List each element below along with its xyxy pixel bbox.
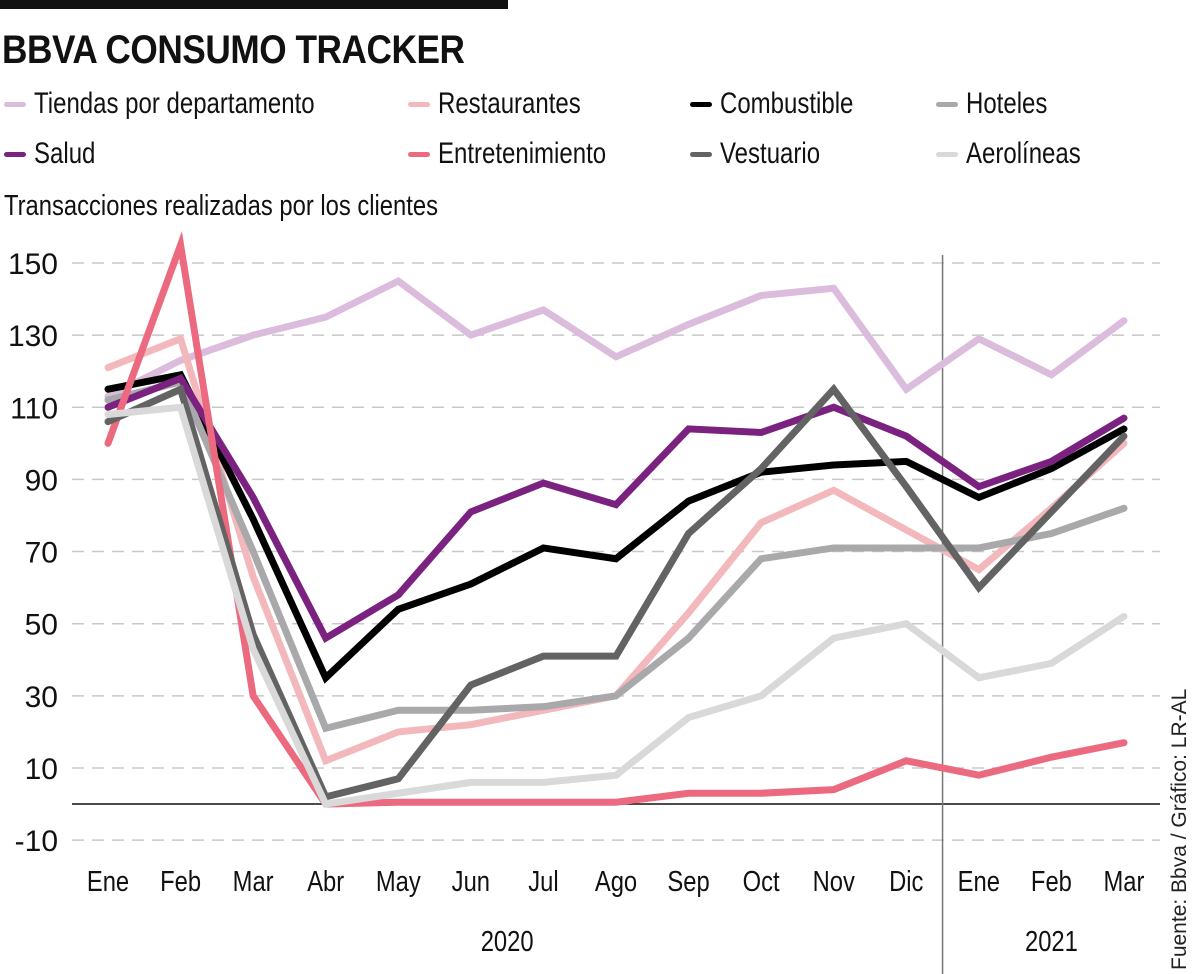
legend-item-vestuario: Vestuario [686, 134, 845, 174]
legend-label: Tiendas por departamento [34, 87, 315, 120]
legend-item-restaurantes: Restaurantes [404, 84, 616, 124]
x-tick-label: Mar [1104, 865, 1145, 898]
y-tick-label: 150 [8, 248, 58, 281]
legend-swatch [4, 151, 26, 157]
top-rule [0, 0, 508, 9]
x-tick-label: Feb [1031, 865, 1072, 898]
x-tick-label: Jul [528, 865, 558, 898]
series-line-aerol-neas [104, 403, 1128, 808]
x-tick-label: Ago [595, 865, 637, 898]
series-line-entretenimiento [104, 231, 1128, 808]
x-tick-label: Dic [889, 865, 923, 898]
legend-label: Entretenimiento [438, 137, 607, 170]
legend-swatch [408, 101, 430, 107]
x-year-label: 2021 [1025, 925, 1078, 958]
y-tick-label: 110 [10, 392, 58, 425]
legend-label: Combustible [720, 87, 854, 120]
series-line-combustible [104, 370, 1128, 684]
x-tick-label: Oct [743, 865, 781, 898]
legend-swatch [936, 151, 958, 157]
x-axis-ticks: Ene Feb Mar Abr May Jun Jul Ago Sep Oct Nov Dic Ene F… [87, 865, 1145, 958]
y-tick-label: 10 [25, 753, 58, 786]
series-line-tiendas-por-departamento [104, 276, 1128, 400]
legend-swatch [690, 101, 712, 107]
x-tick-label: Nov [813, 865, 856, 898]
legend-item-entretenimiento: Entretenimiento [404, 134, 648, 174]
y-tick-label: 30 [25, 681, 58, 714]
x-tick-label: May [376, 865, 422, 898]
y-tick-label: 70 [25, 537, 58, 570]
legend-label: Vestuario [720, 137, 821, 170]
x-tick-label: Ene [87, 865, 129, 898]
y-axis-ticks: 150 130 110 90 70 50 30 10 -10 [8, 248, 58, 858]
chart-subtitle: Transacciones realizadas por los cliente… [4, 190, 438, 222]
legend-item-tiendas: Tiendas por departamento [0, 84, 385, 124]
y-tick-label: 50 [25, 609, 58, 642]
legend-label: Salud [34, 137, 96, 170]
legend-swatch [4, 101, 26, 107]
legend-item-salud: Salud [0, 134, 111, 174]
chart-title: BBVA CONSUMO TRACKER [2, 28, 465, 72]
x-tick-label: Jun [452, 865, 490, 898]
legend-item-hoteles: Hoteles [932, 84, 1068, 124]
legend-item-combustible: Combustible [686, 84, 887, 124]
x-year-label: 2020 [481, 925, 534, 958]
line-chart: 150 130 110 90 70 50 30 10 -10 Ene Feb Mar Abr May Ju… [8, 231, 1160, 974]
legend-swatch [408, 151, 430, 157]
source-credit: Fuente: Bbva / Gráfico: LR-AL [1168, 688, 1191, 970]
legend-swatch [936, 101, 958, 107]
legend-swatch [690, 151, 712, 157]
y-tick-label: 90 [25, 464, 58, 497]
legend-item-aerolineas: Aerolíneas [932, 134, 1109, 174]
series-lines [104, 231, 1128, 808]
legend-label: Aerolíneas [966, 137, 1081, 170]
legend-label: Restaurantes [438, 87, 581, 120]
x-tick-label: Feb [160, 865, 201, 898]
y-tick-label: 130 [8, 320, 58, 353]
legend-label: Hoteles [966, 87, 1048, 120]
x-tick-label: Sep [667, 865, 709, 898]
legend: Tiendas por departamento Restaurantes Co… [0, 84, 1200, 184]
x-tick-label: Abr [307, 865, 344, 898]
x-tick-label: Mar [233, 865, 274, 898]
x-tick-label: Ene [958, 865, 1000, 898]
y-tick-label: -10 [15, 825, 58, 858]
